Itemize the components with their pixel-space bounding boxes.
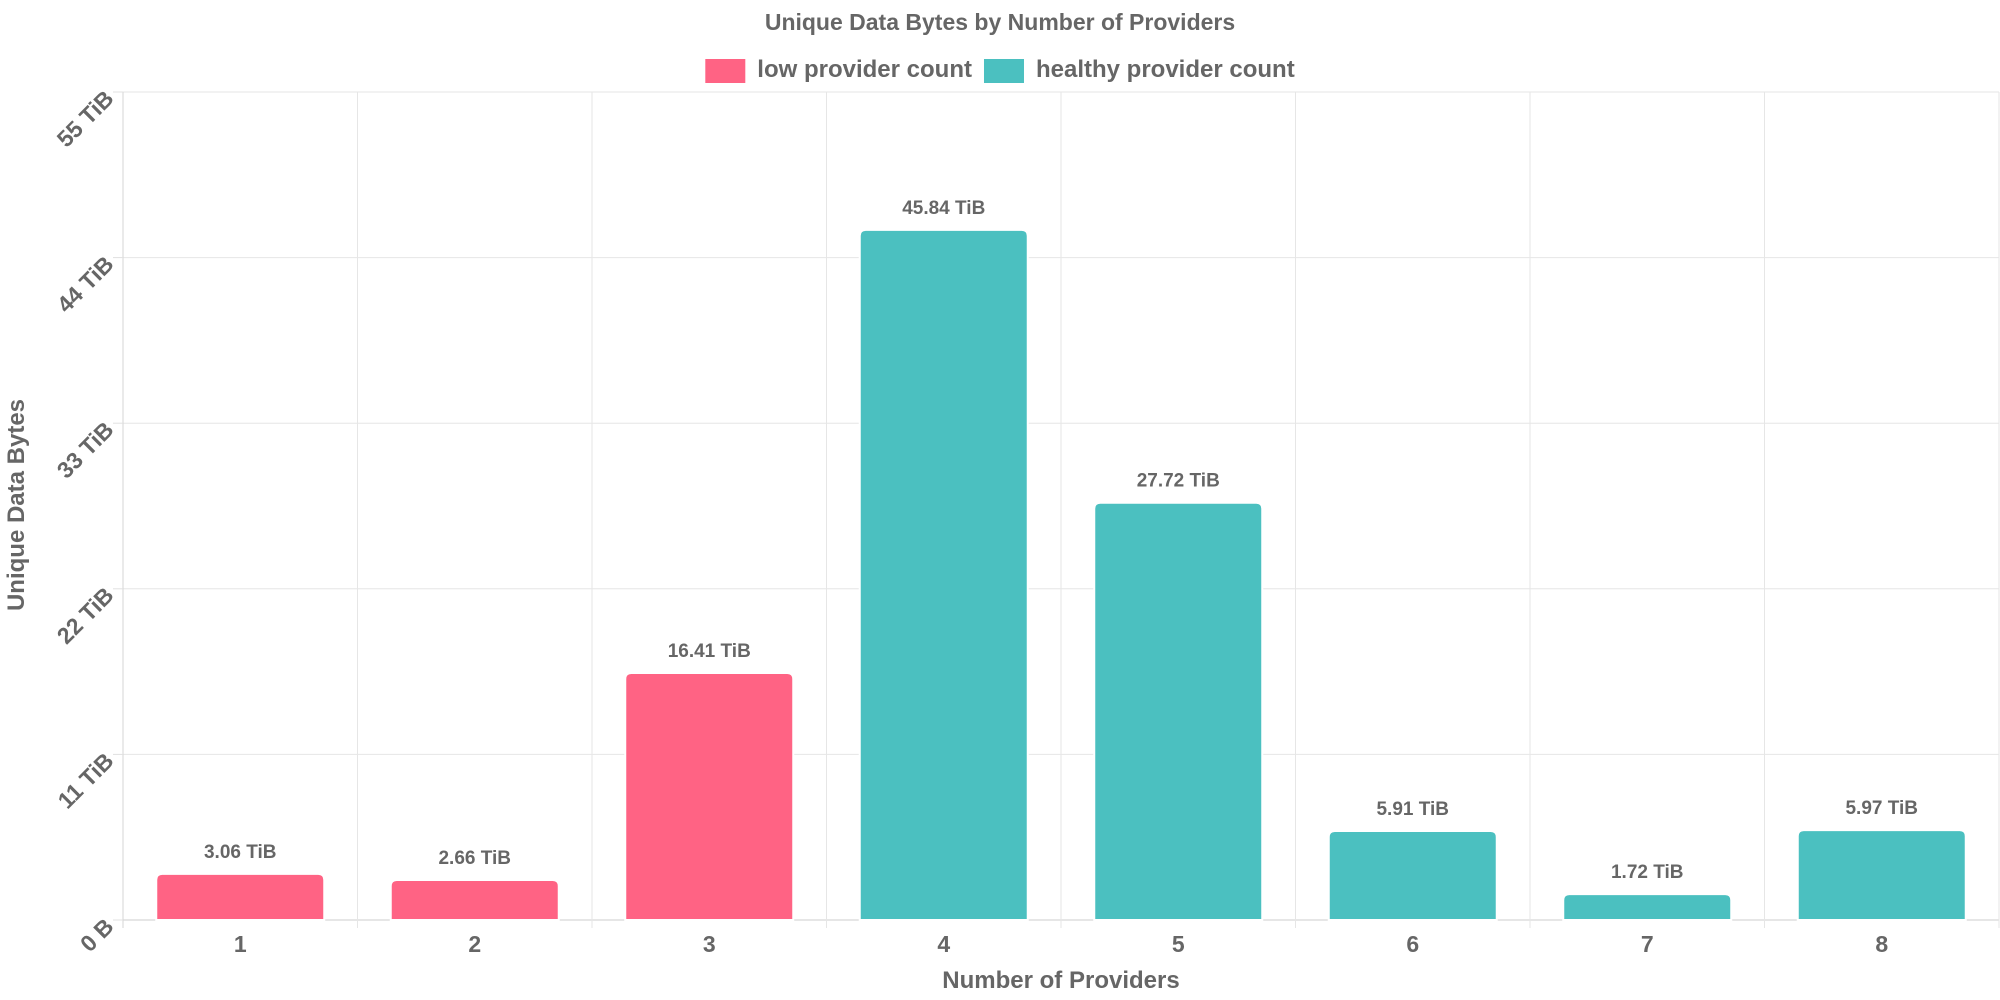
y-tick-label: 55 TiB — [52, 85, 119, 152]
y-axis-title: Unique Data Bytes — [3, 399, 30, 611]
bar-value-label: 5.91 TiB — [1376, 799, 1449, 820]
legend-swatch-low[interactable] — [705, 59, 746, 83]
legend-swatch-healthy[interactable] — [983, 59, 1024, 83]
bar-value-label: 5.97 TiB — [1845, 798, 1918, 819]
x-tick-label: 8 — [1875, 931, 1888, 957]
bar-5[interactable] — [1093, 501, 1264, 921]
x-tick-label: 7 — [1641, 931, 1654, 957]
data-labels: 3.06 TiB 2.66 TiB 16.41 TiB 45.84 TiB 27.72 … — [204, 198, 1918, 883]
legend-label-low: low provider count — [757, 56, 972, 83]
x-tick-label: 3 — [703, 931, 716, 957]
bars — [155, 228, 1967, 921]
bar-value-label: 27.72 TiB — [1137, 471, 1220, 492]
bar-8[interactable] — [1796, 829, 1967, 921]
y-tick-label: 0 B — [75, 913, 119, 957]
legend: low provider count healthy provider count — [705, 56, 1295, 83]
chart-title: Unique Data Bytes by Number of Providers — [765, 9, 1235, 35]
bar-2[interactable] — [389, 878, 560, 921]
y-tick-label: 44 TiB — [52, 251, 119, 318]
legend-label-healthy: healthy provider count — [1036, 56, 1295, 83]
bar-6[interactable] — [1327, 830, 1498, 921]
x-tick-label: 1 — [234, 931, 247, 957]
grid-lines — [122, 91, 2000, 928]
bar-7[interactable] — [1562, 893, 1733, 921]
bar-value-label: 3.06 TiB — [204, 842, 277, 863]
x-tick-label: 5 — [1172, 931, 1185, 957]
bar-1[interactable] — [155, 872, 326, 921]
x-tick-label: 4 — [937, 931, 950, 957]
x-axis-title: Number of Providers — [942, 967, 1179, 994]
x-tick-label: 6 — [1406, 931, 1419, 957]
bar-value-label: 45.84 TiB — [902, 198, 985, 219]
bar-4[interactable] — [858, 228, 1029, 921]
y-tick-label: 11 TiB — [53, 748, 119, 814]
bar-3[interactable] — [624, 671, 795, 921]
y-tick-label: 33 TiB — [52, 416, 119, 483]
bar-value-label: 16.41 TiB — [668, 641, 751, 662]
bar-value-label: 2.66 TiB — [438, 848, 511, 869]
bar-value-label: 1.72 TiB — [1611, 862, 1684, 883]
x-tick-label: 2 — [468, 931, 481, 957]
y-tick-label: 22 TiB — [52, 582, 119, 649]
